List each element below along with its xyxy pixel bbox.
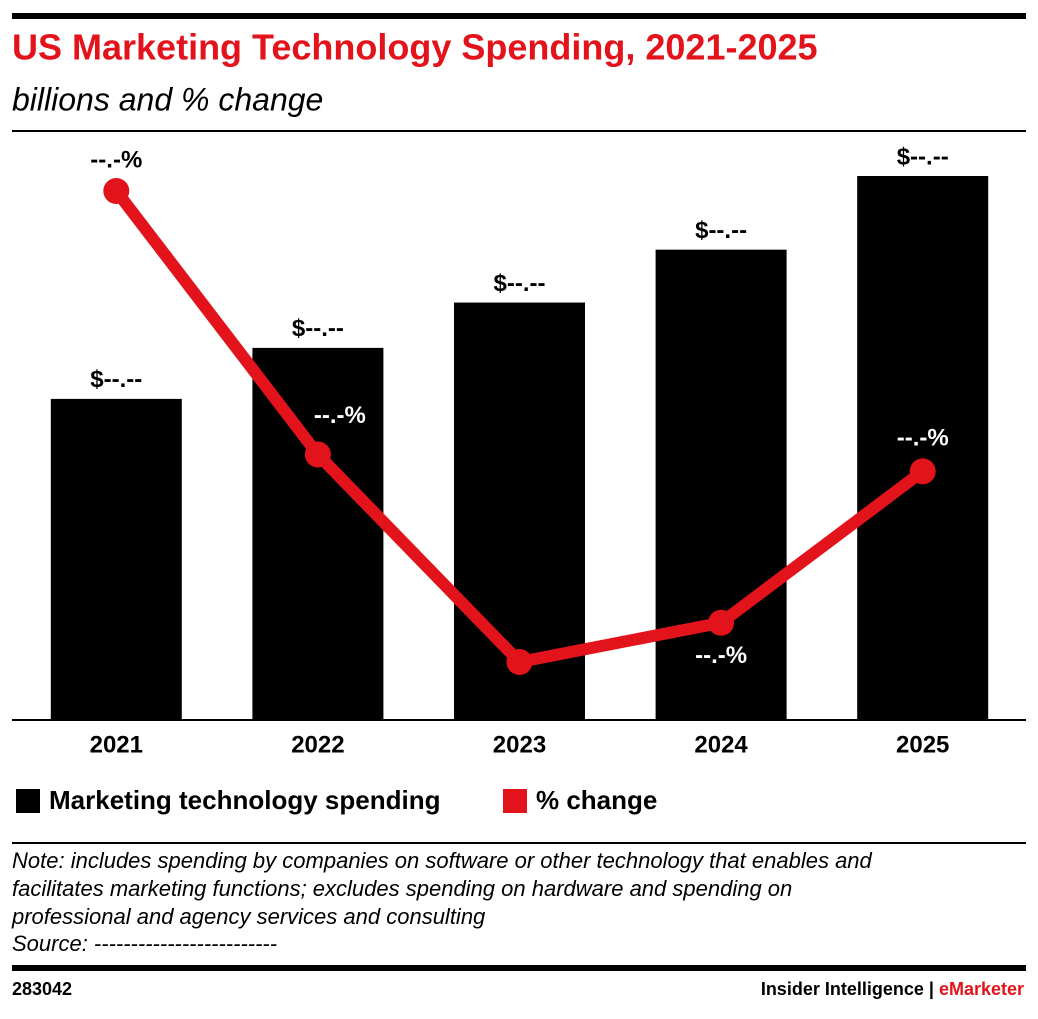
baseline xyxy=(12,719,1026,721)
note: Note: includes spending by companies on … xyxy=(12,848,873,873)
x-tick-label: 2021 xyxy=(90,731,143,758)
bar xyxy=(252,347,384,720)
line-point xyxy=(909,458,936,485)
x-tick-label: 2022 xyxy=(291,731,344,758)
chart-title: US Marketing Technology Spending, 2021-2… xyxy=(12,27,818,68)
rule xyxy=(12,130,1026,132)
legend-label: % change xyxy=(536,785,657,815)
top-rule xyxy=(12,13,1026,19)
bar-value-label: $--.-- xyxy=(897,143,949,170)
bar xyxy=(655,249,787,720)
brand-part: eMarketer xyxy=(939,979,1024,999)
rule xyxy=(12,842,1026,844)
legend-swatch xyxy=(503,789,527,813)
line-point xyxy=(708,609,735,636)
bar-value-label: $--.-- xyxy=(494,270,546,297)
line-value-label: --.-% xyxy=(695,642,747,669)
line-point xyxy=(304,441,331,468)
bar-value-label: $--.-- xyxy=(292,315,344,342)
brand-part: Insider Intelligence xyxy=(761,979,924,999)
brand: Insider Intelligence | eMarketer xyxy=(761,979,1024,999)
chart-subtitle: billions and % change xyxy=(12,81,323,117)
line-value-label: --.-% xyxy=(90,146,142,173)
line-point xyxy=(103,178,130,204)
chart-id: 283042 xyxy=(12,979,72,999)
source: Source: ------------------------- xyxy=(12,931,277,956)
line-value-label: --.-% xyxy=(314,402,366,429)
legend-label: Marketing technology spending xyxy=(49,785,440,815)
note: professional and agency services and con… xyxy=(11,904,486,929)
bar-value-label: $--.-- xyxy=(695,217,747,244)
line-point xyxy=(506,649,533,675)
line-value-label: --.-% xyxy=(494,681,546,708)
legend-swatch xyxy=(16,789,40,813)
bar-value-label: $--.-- xyxy=(90,366,142,393)
line-value-label: --.-% xyxy=(897,425,949,452)
x-tick-label: 2025 xyxy=(896,731,949,758)
note: facilitates marketing functions; exclude… xyxy=(12,876,792,901)
brand-part: | xyxy=(929,979,934,999)
bar xyxy=(50,398,182,720)
bottom-rule xyxy=(12,965,1026,971)
x-tick-label: 2024 xyxy=(694,731,748,758)
x-tick-label: 2023 xyxy=(493,731,546,758)
bar xyxy=(857,176,989,720)
